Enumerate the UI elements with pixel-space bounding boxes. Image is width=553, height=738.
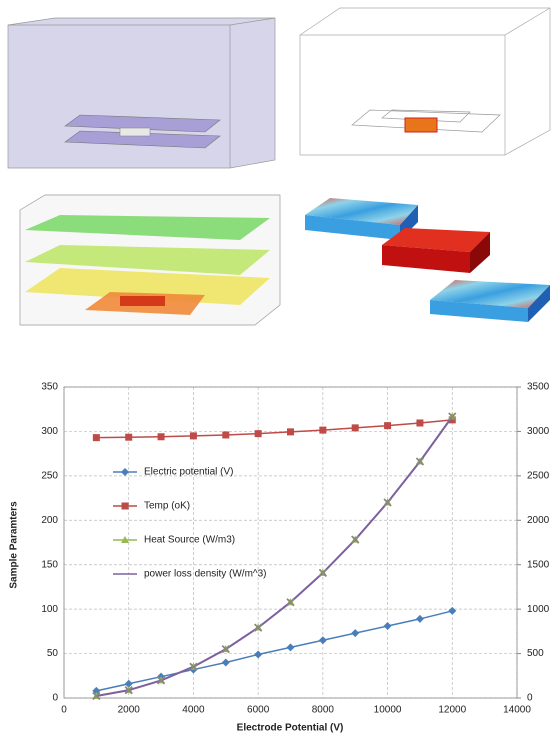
marker <box>384 422 391 429</box>
y2-tick-label: 3500 <box>527 382 550 393</box>
y-tick-label: 200 <box>41 515 58 526</box>
marker <box>319 636 327 644</box>
marker <box>222 431 229 438</box>
marker <box>254 650 262 658</box>
marker <box>416 419 423 426</box>
series-line <box>96 417 452 697</box>
y-tick-label: 100 <box>41 604 58 615</box>
x-tick-label: 4000 <box>182 705 205 716</box>
marker <box>93 434 100 441</box>
x-tick-label: 6000 <box>247 705 270 716</box>
marker <box>158 433 165 440</box>
y2-tick-label: 1000 <box>527 604 550 615</box>
x-tick-label: 0 <box>61 705 67 716</box>
series-line <box>96 420 452 438</box>
marker <box>190 432 197 439</box>
legend-label: power loss density (W/m^3) <box>144 569 267 580</box>
x-axis-label: Electrode Potential (V) <box>237 723 344 734</box>
x-tick-label: 2000 <box>118 705 141 716</box>
y-tick-label: 250 <box>41 470 58 481</box>
marker <box>416 615 424 623</box>
marker <box>287 643 295 651</box>
y2-tick-label: 3000 <box>527 426 550 437</box>
marker <box>122 503 129 510</box>
page: Sample Paramters Electrode Potential (V)… <box>0 0 553 738</box>
series-line <box>96 611 452 691</box>
marker <box>121 468 129 476</box>
y-tick-label: 50 <box>47 648 59 659</box>
y2-tick-label: 2500 <box>527 470 550 481</box>
y-tick-label: 0 <box>52 693 58 704</box>
x-tick-label: 12000 <box>438 705 466 716</box>
marker <box>255 430 262 437</box>
marker <box>319 427 326 434</box>
y-tick-label: 300 <box>41 426 58 437</box>
marker <box>287 428 294 435</box>
y-axis-label: Sample Paramters <box>9 501 20 589</box>
marker <box>384 622 392 630</box>
legend-label: Heat Source (W/m3) <box>144 535 235 546</box>
y2-tick-label: 1500 <box>527 559 550 570</box>
marker <box>448 607 456 615</box>
x-tick-label: 8000 <box>312 705 335 716</box>
x-tick-label: 10000 <box>374 705 402 716</box>
legend-label: Temp (oK) <box>144 501 190 512</box>
marker <box>222 658 230 666</box>
legend-label: Electric potential (V) <box>144 467 233 478</box>
y2-tick-label: 2000 <box>527 515 550 526</box>
y2-tick-label: 0 <box>527 693 533 704</box>
y2-tick-label: 500 <box>527 648 544 659</box>
x-tick-label: 14000 <box>503 705 531 716</box>
y-tick-label: 150 <box>41 559 58 570</box>
render-images <box>8 8 550 325</box>
series-line <box>96 417 452 697</box>
marker <box>351 629 359 637</box>
y-tick-label: 350 <box>41 382 58 393</box>
marker <box>352 424 359 431</box>
marker <box>125 434 132 441</box>
